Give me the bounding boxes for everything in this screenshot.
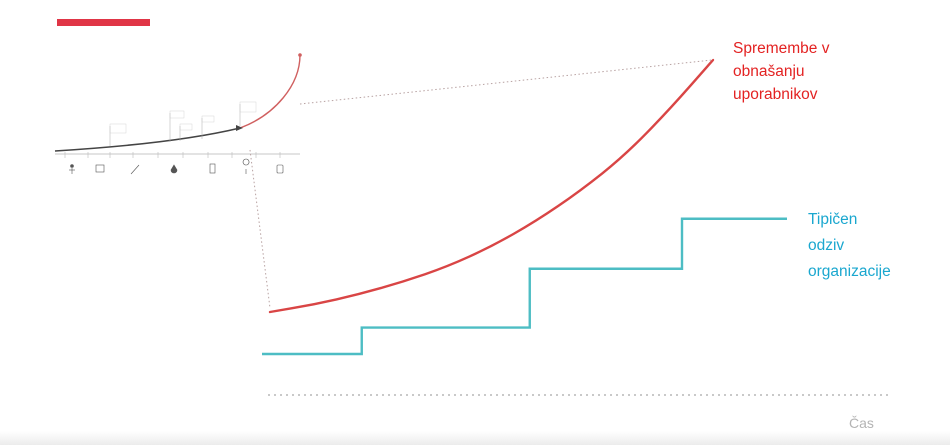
- user-behavior-label: Spremembe v obnašanju uporabnikov: [733, 40, 834, 103]
- screen-icon: [95, 164, 105, 173]
- phone-icon: [209, 163, 216, 174]
- overview-annotation-4: [201, 115, 215, 139]
- pen-icon: [130, 164, 140, 175]
- overview-annotation-1: [109, 123, 127, 146]
- overview-red-curve: [239, 54, 301, 129]
- org-response-steps: [262, 217, 787, 356]
- overview-gray-curve: [54, 127, 241, 152]
- drop-icon: [170, 164, 178, 174]
- zoom-line-bottom: [249, 149, 271, 309]
- overview-arrow-marker: [236, 125, 243, 131]
- user-behavior-label-line-3: uporabnikov: [733, 86, 818, 103]
- zoom-connectors: [249, 59, 713, 309]
- overview-ticks: [64, 152, 281, 158]
- bulb-icon: [242, 158, 250, 174]
- org-response-label-line-1: Tipičen: [808, 211, 857, 228]
- overview-annotation-3: [179, 123, 193, 141]
- overview-icons: [69, 158, 284, 175]
- bottom-shadow: [0, 431, 950, 445]
- user-behavior-label-line-2: obnašanju: [733, 63, 805, 80]
- overview-annotation-2: [169, 110, 185, 142]
- overview-thumbnail: [54, 53, 302, 175]
- accent-bar: [57, 19, 150, 26]
- org-response-label-line-3: organizacije: [808, 263, 891, 280]
- user-behavior-curve: [268, 58, 715, 314]
- overview-annotation-5: [239, 101, 257, 126]
- org-response-label: Tipičen odziv organizacije: [808, 211, 891, 280]
- org-response-label-line-2: odziv: [808, 237, 844, 254]
- user-behavior-label-line-1: Spremembe v: [733, 40, 830, 57]
- time-axis-label: Čas: [849, 415, 874, 431]
- overview-curve-tip: [298, 53, 302, 57]
- zoom-line-top: [299, 59, 713, 105]
- device-icon: [276, 164, 284, 174]
- person-icon: [69, 164, 75, 174]
